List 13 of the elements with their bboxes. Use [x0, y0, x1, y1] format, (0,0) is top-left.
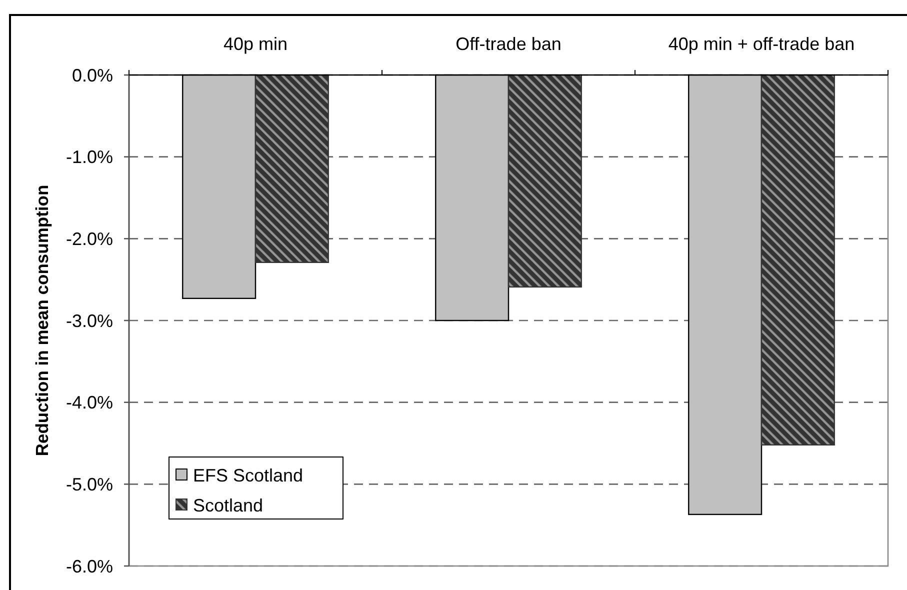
y-tick-label: -6.0% [66, 556, 113, 576]
x-tick-label: 40p min [223, 34, 288, 54]
y-tick-label: 0.0% [72, 65, 113, 86]
y-tick-label: -5.0% [66, 474, 113, 494]
x-tick-label: Off-trade ban [456, 34, 562, 54]
x-tick-label: 40p min + off-trade ban [668, 34, 855, 54]
y-tick-label: -2.0% [66, 228, 113, 249]
legend-label: EFS Scotland [193, 465, 304, 486]
y-tick-label: -4.0% [66, 392, 113, 413]
legend-label: Scotland [193, 495, 264, 516]
y-axis-title: Reduction in mean consumption [32, 184, 52, 456]
y-tick-label: -3.0% [66, 310, 113, 331]
y-tick-label: -1.0% [66, 147, 113, 168]
